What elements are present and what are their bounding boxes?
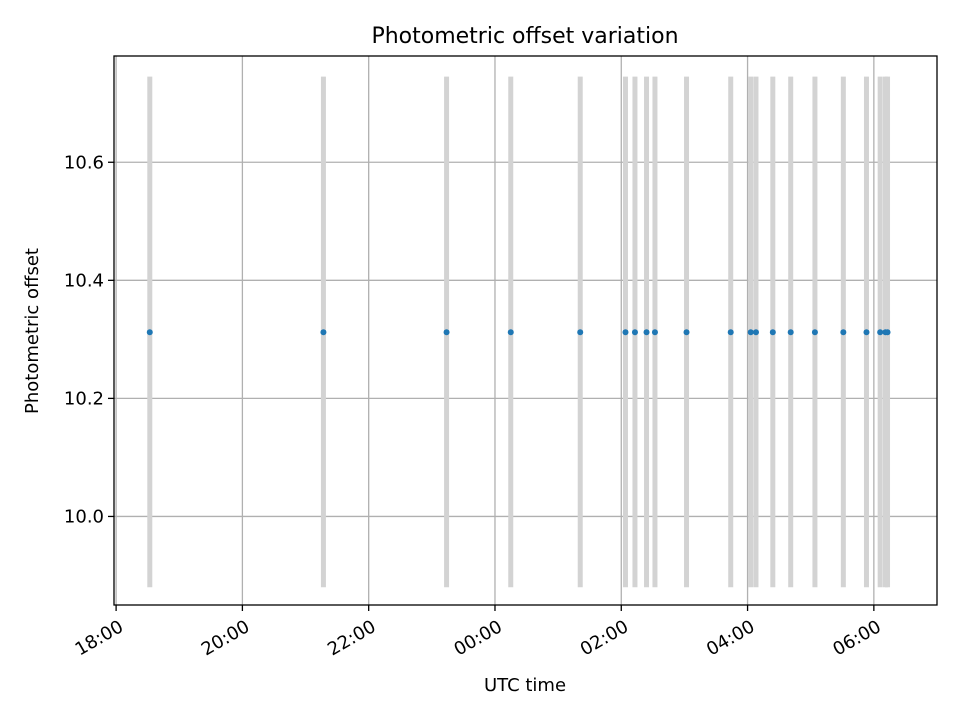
data-point: [651, 329, 658, 336]
y-tick-label: 10.6: [64, 152, 104, 173]
data-point: [747, 329, 754, 336]
data-point: [811, 329, 818, 336]
plot-frame: [113, 55, 938, 606]
y-tick-label: 10.2: [64, 388, 104, 409]
data-point: [146, 329, 153, 336]
x-axis-label: UTC time: [484, 675, 566, 696]
data-point: [752, 329, 759, 336]
data-point: [727, 329, 734, 336]
data-point: [643, 329, 650, 336]
y-axis-ticks: 10.0 10.2 10.4 10.6: [64, 152, 114, 527]
chart-title: Photometric offset variation: [371, 24, 678, 49]
data-point: [320, 329, 327, 336]
data-point: [631, 329, 638, 336]
y-tick-label: 10.4: [64, 270, 104, 291]
data-point: [577, 329, 584, 336]
data-point: [840, 329, 847, 336]
data-point: [443, 329, 450, 336]
data-point: [622, 329, 629, 336]
data-point: [507, 329, 514, 336]
data-point: [683, 329, 690, 336]
data-point: [877, 329, 884, 336]
data-point: [863, 329, 870, 336]
data-points: [146, 329, 891, 336]
data-point: [787, 329, 794, 336]
y-axis-label: Photometric offset: [22, 248, 43, 414]
grid: [114, 56, 937, 605]
data-point: [769, 329, 776, 336]
data-point: [884, 329, 891, 336]
y-tick-label: 10.0: [64, 506, 104, 527]
